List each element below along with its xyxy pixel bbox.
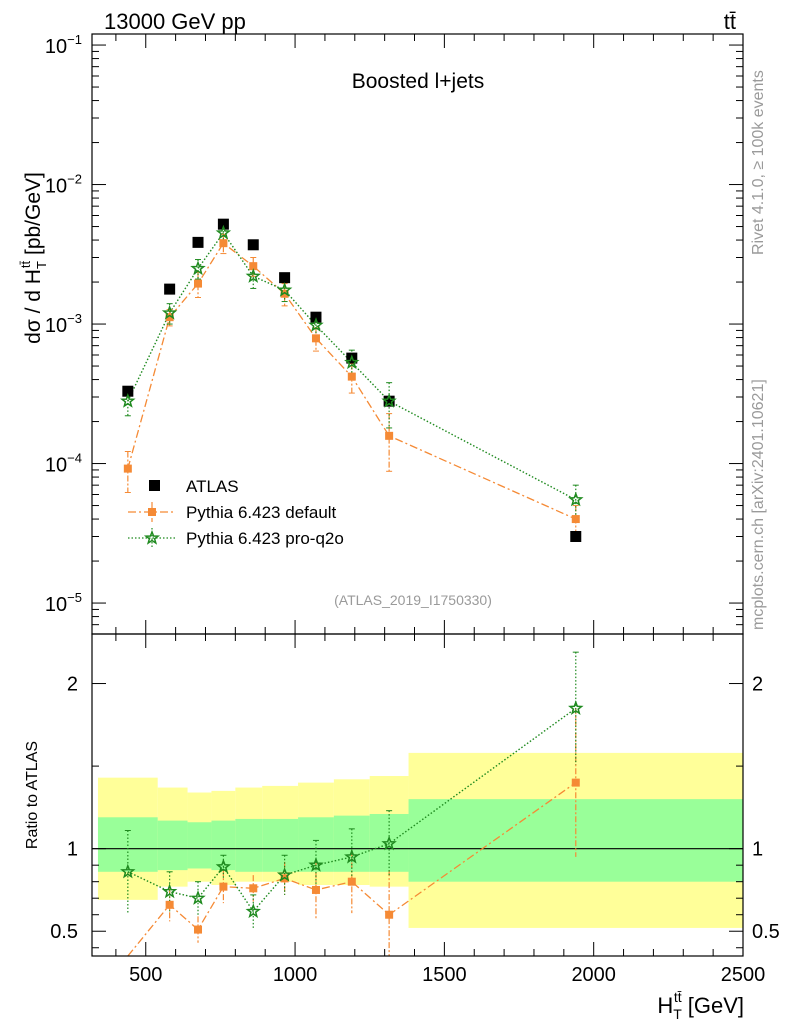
main-title: Boosted l+jets [352,70,485,93]
ratio-line-proq2o [127,707,577,913]
ratio-point-proq2o [215,858,232,874]
legend-label-default: Pythia 6.423 default [186,503,337,522]
ratio-ytick-label-right: 2 [752,674,763,696]
ratio-line-default [127,782,577,957]
ratio-xlabel: HTtt̄ [GeV] [657,989,744,1022]
main-point-atlas [192,236,204,248]
header-right: tt̄ [724,9,736,34]
main-ytick-label: 10−5 [45,590,82,616]
main-point-proq2o [190,260,206,276]
main-point-proq2o [276,281,293,297]
main-point-atlas [122,385,134,397]
ratio-point-default [571,778,580,787]
ratio-point-proq2o [381,835,397,851]
ratio-band-green [187,822,212,869]
ratio-point-default [219,882,228,891]
ratio-ylabel: Ratio to ATLAS [24,741,41,849]
main-point-atlas [279,272,291,284]
ratio-xtick-label: 2500 [721,964,766,986]
main-point-atlas [383,395,395,407]
ratio-band-green [235,818,263,872]
ratio-point-default [311,885,320,894]
main-line-default [127,242,577,520]
main-point-proq2o [381,393,397,408]
legend-label-atlas: ATLAS [186,477,239,496]
main-ytick-label: 10−2 [45,172,82,198]
ratio-ytick-label-left: 2 [67,674,78,696]
ratio-point-proq2o [568,700,584,715]
main-point-proq2o [308,317,324,332]
main-line-proq2o [127,231,577,501]
ratio-point-default [249,884,258,893]
legend-label-proq2o: Pythia 6.423 pro-q2o [186,529,344,548]
main-point-proq2o [120,393,136,408]
ratio-point-default [385,910,394,919]
ratio-point-default [347,877,356,886]
ratio-xtick-label: 1500 [422,964,467,986]
ratio-point-default [194,925,203,934]
ratio-ytick-label-right: 1 [752,839,763,861]
main-point-atlas [217,218,229,230]
ratio-point-default [165,900,174,909]
legend-marker-proq2o [143,529,161,545]
main-point-proq2o [161,304,178,320]
main-point-default [385,431,394,440]
legend-entry-atlas: ATLAS [149,477,239,496]
main-point-default [165,313,174,322]
main-point-atlas [310,311,322,323]
main-point-atlas [164,283,176,295]
ratio-band-green [157,820,188,871]
ratio-ytick-label-right: 0.5 [752,921,780,943]
ratio-point-proq2o [190,890,206,905]
main-point-default [311,334,320,343]
main-point-default [571,515,580,524]
ratio-band-green [211,820,236,871]
main-point-proq2o [568,491,584,507]
ratio-xtick-label: 1000 [273,964,318,986]
header-left: 13000 GeV pp [104,9,246,34]
ratio-point-proq2o [276,867,293,882]
main-point-proq2o [344,354,360,370]
legend-entry-proq2o: Pythia 6.423 pro-q2o [128,528,344,548]
ratio-point-proq2o [245,903,262,919]
ratio-ytick-label-left: 1 [67,839,78,861]
main-ylabel: dσ / d HTtt̄ [pb/GeV] [18,172,49,344]
ratio-xtick-label: 500 [129,964,162,986]
reference-label: (ATLAS_2019_I1750330) [334,592,492,608]
ratio-point-proq2o [120,863,136,879]
ratio-point-proq2o [344,848,360,864]
main-point-default [347,372,356,381]
ratio-ytick-label-left: 0.5 [50,921,78,943]
main-point-default [219,239,228,248]
legend-entry-default: Pythia 6.423 default [128,502,337,522]
main-point-proq2o [245,268,261,283]
ratio-point-proq2o [308,857,324,872]
ratio-xtick-label: 2000 [571,964,616,986]
rivet-label: Rivet 4.1.0, ≥ 100k events [750,70,767,255]
ratio-band-green [262,818,299,872]
legend: ATLAS Pythia 6.423 default Pythia 6.423 … [128,477,344,548]
ratio-point-proq2o [161,883,178,899]
main-point-atlas [247,239,259,251]
main-point-default [123,464,132,473]
mcplots-label: mcplots.cern.ch [arXiv:2401.10621] [750,379,767,630]
ratio-frame [91,633,744,957]
main-point-atlas [570,530,582,542]
main-ytick-label: 10−4 [45,451,82,477]
main-point-default [280,289,289,298]
main-ytick-label: 10−1 [45,32,82,58]
main-point-default [194,279,203,288]
legend-marker-default [148,508,156,516]
ratio-panel: 500 1000 1500 2000 2500 0.5 0.5 1 1 2 2 Ratio to A… [24,633,780,1022]
main-panel: 10−5 10−4 10−3 10−2 10−1 Boosted l+jets (ATL… [18,32,744,635]
main-point-proq2o [215,224,232,240]
main-ytick-label: 10−3 [45,311,82,337]
main-point-default [249,262,258,271]
legend-marker-atlas [149,480,160,491]
